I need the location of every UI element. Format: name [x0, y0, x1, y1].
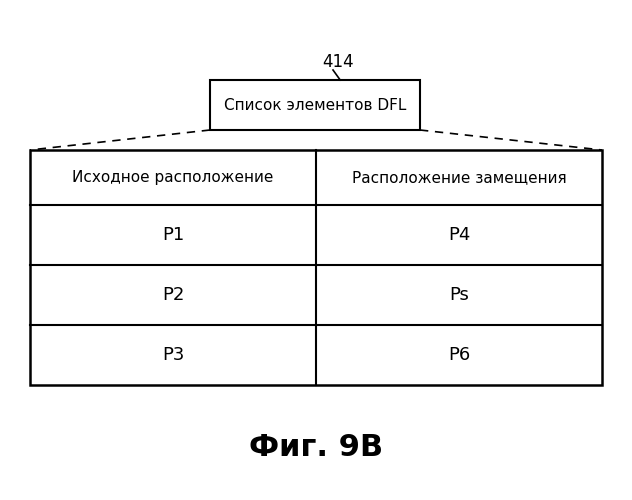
- Bar: [30, 150, 602, 385]
- Text: 414: 414: [322, 53, 354, 71]
- Text: P1: P1: [162, 226, 184, 244]
- Bar: [210, 80, 420, 130]
- Text: Ps: Ps: [449, 286, 469, 304]
- Text: Исходное расположение: Исходное расположение: [72, 170, 274, 185]
- Text: P6: P6: [448, 346, 470, 364]
- Text: P4: P4: [448, 226, 470, 244]
- Text: Фиг. 9B: Фиг. 9B: [249, 434, 383, 462]
- Text: P2: P2: [162, 286, 184, 304]
- Text: P3: P3: [162, 346, 184, 364]
- Text: Расположение замещения: Расположение замещения: [351, 170, 566, 185]
- Text: Список элементов DFL: Список элементов DFL: [224, 98, 406, 112]
